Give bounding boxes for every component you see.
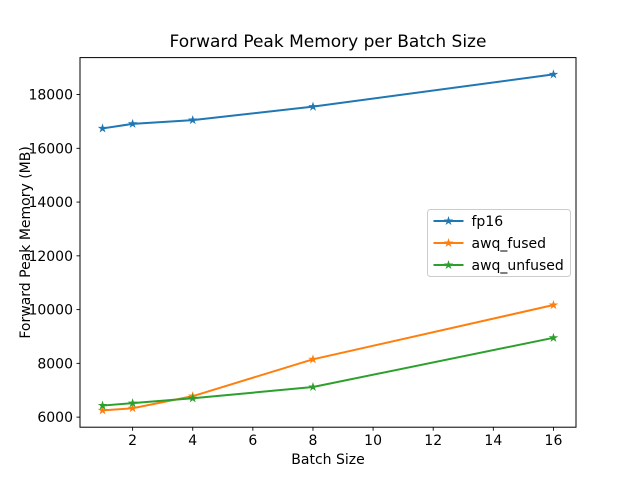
y-tick-label: 14000	[28, 195, 73, 211]
marker-fp16-x4	[187, 115, 198, 125]
series-line-fp16	[102, 73, 554, 130]
marker-awq_fused-x2	[127, 403, 138, 413]
y-tick-label: 10000	[28, 303, 73, 319]
marker-fp16-x16	[548, 69, 559, 79]
marker-awq_unfused-x4	[187, 393, 198, 403]
x-tick-label: 2	[128, 433, 137, 449]
marker-awq_fused-x16	[548, 300, 559, 310]
x-tick-label: 14	[484, 433, 502, 449]
x-tick-label: 10	[364, 433, 382, 449]
x-tick-label: 12	[424, 433, 442, 449]
y-tick-label: 8000	[37, 356, 73, 372]
x-tick-label: 16	[545, 433, 563, 449]
y-tick-label: 12000	[28, 249, 73, 265]
legend-sample-marker-awq_fused	[443, 238, 454, 248]
marker-awq_unfused-x2	[127, 398, 138, 408]
marker-awq_fused-x1	[97, 405, 108, 415]
y-tick-label: 16000	[28, 141, 73, 157]
series-line-awq_unfused	[102, 336, 554, 407]
legend-sample-marker-fp16	[443, 216, 454, 226]
x-tick-label: 8	[309, 433, 318, 449]
marker-awq_unfused-x1	[97, 400, 108, 410]
y-axis-label: Forward Peak Memory (MB)	[18, 146, 34, 338]
legend: fp16 awq_fused awq_unfused	[427, 209, 571, 277]
data-series	[97, 69, 559, 415]
legend-label-fp16: fp16	[472, 214, 504, 230]
marker-fp16-x2	[127, 118, 138, 128]
marker-awq_fused-x8	[308, 354, 318, 364]
axes-frame	[79, 57, 577, 428]
chart-title: Forward Peak Memory per Batch Size	[170, 32, 487, 52]
marker-fp16-x8	[308, 101, 318, 111]
series-line-awq_fused	[102, 304, 554, 412]
x-axis-label: Batch Size	[291, 452, 364, 468]
legend-sample-marker-awq_unfused	[443, 260, 454, 270]
legend-box	[427, 209, 571, 277]
marker-awq_unfused-x16	[548, 332, 559, 342]
y-tick-label: 18000	[28, 88, 73, 104]
x-tick-label: 6	[248, 433, 257, 449]
axes-border	[79, 57, 577, 428]
legend-label-awq_unfused: awq_unfused	[472, 258, 564, 274]
marker-fp16-x1	[97, 123, 108, 133]
y-tick-label: 6000	[37, 410, 73, 426]
legend-label-awq_fused: awq_fused	[472, 236, 547, 252]
axis-ticks: 2 4 6 8 10 12 14 16 6000 8000 10000 12000 14000 16000…	[28, 88, 562, 449]
x-tick-label: 4	[188, 433, 197, 449]
marker-awq_unfused-x8	[308, 382, 318, 392]
